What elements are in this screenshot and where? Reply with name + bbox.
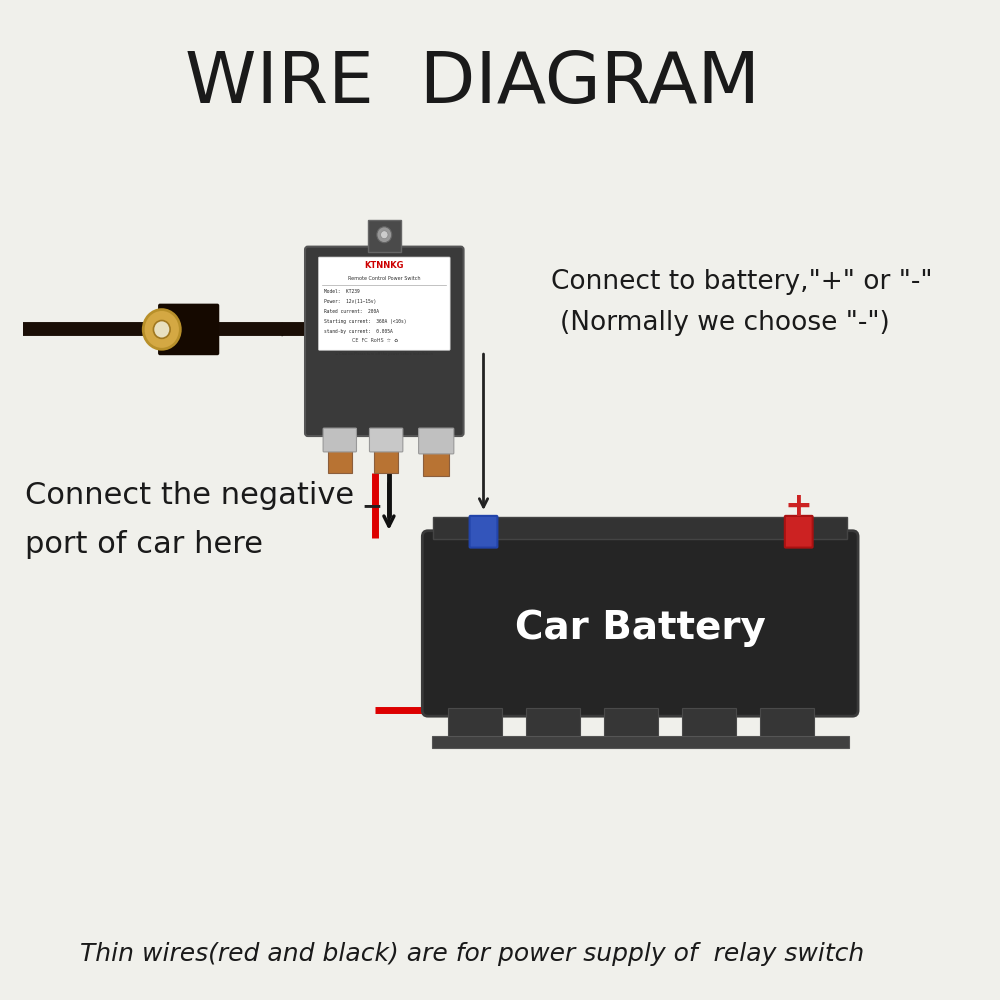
Text: WIRE  DIAGRAM: WIRE DIAGRAM [185,49,760,118]
Bar [526,708,580,740]
Text: Rated current:  200A: Rated current: 200A [324,309,379,314]
FancyBboxPatch shape [470,516,497,548]
FancyBboxPatch shape [158,304,219,355]
Text: (Normally we choose "-"): (Normally we choose "-") [560,310,890,336]
Bar [374,431,398,473]
Text: Connect the negative: Connect the negative [25,481,355,510]
Circle shape [153,321,170,338]
Bar [604,708,658,740]
Text: Starting current:  360A (<10s): Starting current: 360A (<10s) [324,319,407,324]
Text: KTNNKG: KTNNKG [365,261,404,270]
Text: Model:  KT239: Model: KT239 [324,289,360,294]
Circle shape [377,227,392,243]
FancyBboxPatch shape [422,531,858,716]
Text: stand-by current:  0.005A: stand-by current: 0.005A [324,329,393,334]
Circle shape [143,310,180,349]
Circle shape [381,231,388,239]
Bar [368,220,401,252]
Bar [682,708,736,740]
Text: port of car here: port of car here [25,530,263,559]
Text: Remote Control Power Switch: Remote Control Power Switch [348,276,421,281]
FancyBboxPatch shape [323,428,356,452]
Bar [760,708,814,740]
Bar [432,736,849,748]
Text: Power:  12v(11~15v): Power: 12v(11~15v) [324,299,376,304]
Bar [448,708,502,740]
Text: Thin wires(red and black) are for power supply of  relay switch: Thin wires(red and black) are for power … [80,942,865,966]
FancyBboxPatch shape [785,516,813,548]
Bar [328,431,352,473]
FancyBboxPatch shape [369,428,403,452]
Bar [433,517,847,539]
FancyBboxPatch shape [305,247,464,436]
Text: CE  FC  RoHS  ☆  ♻: CE FC RoHS ☆ ♻ [352,338,398,343]
Text: Connect to battery,"+" or "-": Connect to battery,"+" or "-" [551,269,933,295]
FancyBboxPatch shape [419,428,454,454]
FancyBboxPatch shape [318,257,450,350]
Text: ⚠ Caution:Please turn off the power before installation: ⚠ Caution:Please turn off the power befo… [335,352,433,356]
Text: +: + [785,490,813,523]
Text: Car Battery: Car Battery [515,609,766,647]
Bar [423,431,449,476]
Text: −: − [362,494,383,518]
